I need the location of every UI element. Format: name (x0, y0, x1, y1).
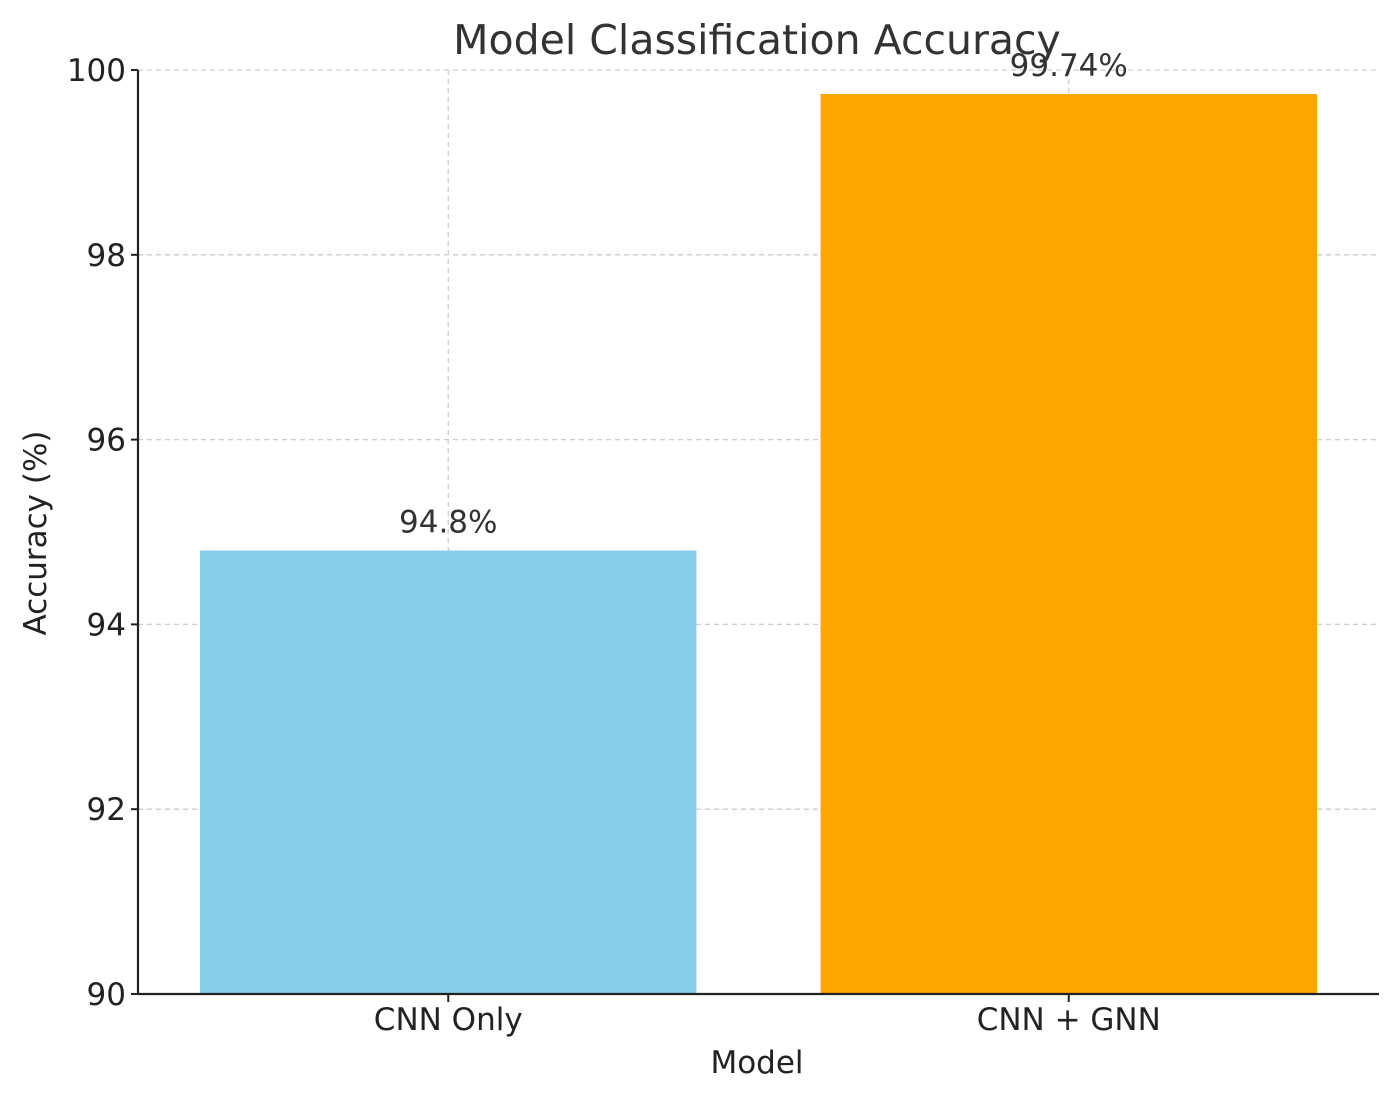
bar (820, 94, 1317, 995)
y-tick-label: 100 (67, 53, 126, 89)
bar-value-label: 94.8% (399, 504, 497, 540)
chart-title: Model Classification Accuracy (453, 16, 1061, 64)
y-tick-label: 94 (87, 607, 126, 643)
data-labels: 94.8% 99.74% (399, 48, 1128, 540)
x-tick-label: CNN Only (374, 1002, 523, 1038)
y-ticks: 90 92 94 96 98 100 (67, 53, 138, 1013)
y-tick-label: 98 (87, 238, 126, 274)
x-axis-title: Model (710, 1045, 803, 1081)
y-axis-title: Accuracy (%) (18, 430, 54, 635)
y-tick-label: 92 (87, 792, 126, 828)
axes (136, 70, 1379, 996)
bar (200, 550, 697, 994)
y-tick-label: 96 (87, 423, 126, 459)
bar-value-label: 99.74% (1010, 48, 1128, 84)
y-tick-label: 90 (87, 977, 126, 1013)
x-tick-label: CNN + GNN (977, 1002, 1161, 1038)
x-ticks: CNN Only CNN + GNN (374, 994, 1161, 1038)
bars (200, 94, 1317, 995)
